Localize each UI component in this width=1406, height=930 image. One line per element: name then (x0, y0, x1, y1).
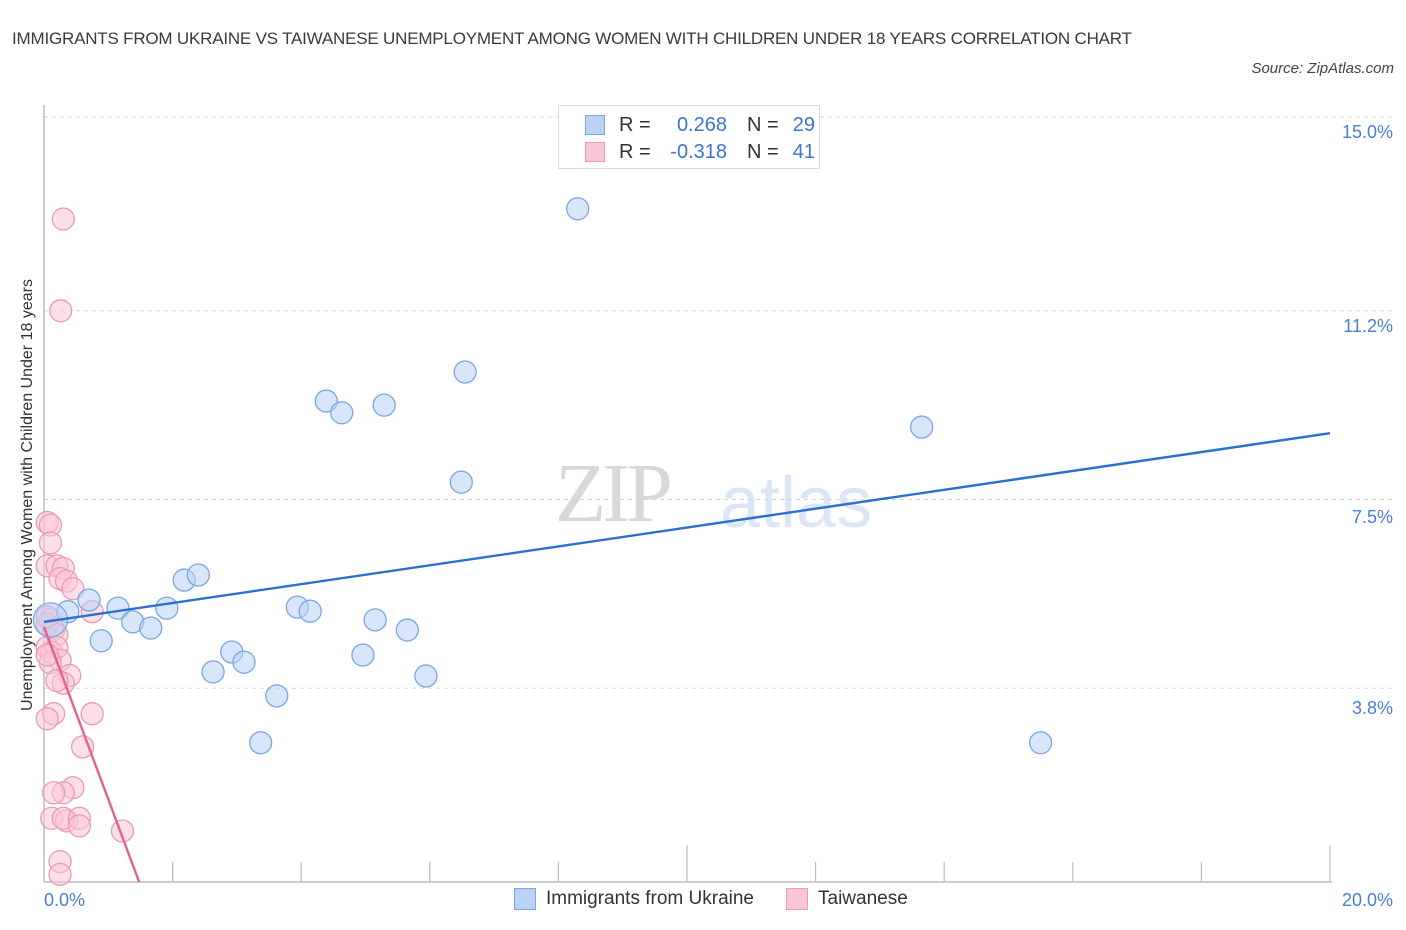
data-point[interactable] (51, 207, 75, 231)
data-point[interactable] (232, 650, 256, 674)
data-point[interactable] (351, 643, 375, 667)
chart-title: IMMIGRANTS FROM UKRAINE VS TAIWANESE UNE… (12, 29, 1132, 48)
data-point[interactable] (395, 618, 419, 642)
trend-line (43, 432, 1331, 624)
data-point[interactable] (35, 707, 59, 731)
data-point[interactable] (80, 702, 104, 726)
y-axis-label: Unemployment Among Women with Children U… (19, 279, 36, 711)
data-point[interactable] (49, 299, 73, 323)
data-point[interactable] (449, 470, 473, 494)
y-tick-11-2: 11.2% (1343, 316, 1393, 336)
data-point[interactable] (566, 197, 590, 221)
legend-label: Immigrants from Ukraine (546, 888, 754, 909)
data-point[interactable] (201, 660, 225, 684)
data-point[interactable] (298, 599, 322, 623)
source-label: Source: ZipAtlas.com (1251, 60, 1394, 77)
y-tick-3-8: 3.8% (1351, 698, 1393, 718)
data-point[interactable] (186, 563, 210, 587)
r-value: -0.318 (670, 140, 727, 163)
series-taiwanese (35, 207, 135, 886)
trend-line (42, 626, 141, 883)
x-tick-max: 20.0% (1341, 890, 1393, 910)
legend-swatch-blue-icon (585, 115, 605, 135)
y-tick-7-5: 7.5% (1351, 507, 1393, 527)
legend-row-ukraine: R = 0.268 N = 29 (585, 113, 815, 137)
axes (43, 105, 1332, 883)
data-point[interactable] (155, 596, 179, 620)
data-point[interactable] (330, 401, 354, 425)
trend-lines (42, 432, 1331, 883)
n-value: 29 (792, 113, 815, 136)
watermark-zip: ZIP (555, 447, 673, 540)
data-point[interactable] (139, 616, 163, 640)
data-point[interactable] (414, 664, 438, 688)
data-point[interactable] (265, 684, 289, 708)
data-point[interactable] (363, 608, 387, 632)
series-ukraine (32, 197, 1053, 755)
data-point[interactable] (1029, 731, 1053, 755)
legend-swatch-pink-icon (585, 142, 605, 162)
data-point[interactable] (89, 629, 113, 653)
data-point[interactable] (453, 360, 477, 384)
legend-label: Taiwanese (818, 888, 908, 909)
data-point[interactable] (41, 781, 66, 805)
legend-swatch-pink-icon (786, 888, 808, 910)
legend-swatch-blue-icon (514, 888, 536, 910)
legend-item-ukraine[interactable]: Immigrants from Ukraine (514, 888, 754, 910)
series-legend: Immigrants from Ukraine Taiwanese (514, 888, 940, 910)
r-label: R = (619, 113, 651, 136)
data-point[interactable] (106, 596, 130, 620)
data-point[interactable] (70, 735, 95, 759)
data-point[interactable] (314, 389, 338, 413)
data-point[interactable] (48, 862, 72, 886)
n-label: N = (747, 140, 779, 163)
data-point[interactable] (372, 393, 396, 417)
data-point[interactable] (910, 415, 934, 439)
n-value: 41 (792, 140, 815, 163)
data-point[interactable] (38, 531, 63, 555)
data-point[interactable] (61, 577, 85, 601)
r-value: 0.268 (676, 113, 727, 136)
data-point[interactable] (77, 588, 101, 612)
x-tick-min: 0.0% (44, 890, 86, 910)
gridlines (44, 116, 1392, 689)
data-point[interactable] (249, 731, 273, 755)
y-tick-15: 15.0% (1341, 122, 1393, 142)
legend-row-taiwanese: R = -0.318 N = 41 (585, 140, 815, 164)
r-label: R = (619, 140, 651, 163)
stats-legend: R = 0.268 N = 29 R = -0.318 N = 41 (558, 105, 820, 169)
data-point[interactable] (67, 814, 92, 838)
legend-item-taiwanese[interactable]: Taiwanese (786, 888, 908, 910)
n-label: N = (747, 113, 779, 136)
